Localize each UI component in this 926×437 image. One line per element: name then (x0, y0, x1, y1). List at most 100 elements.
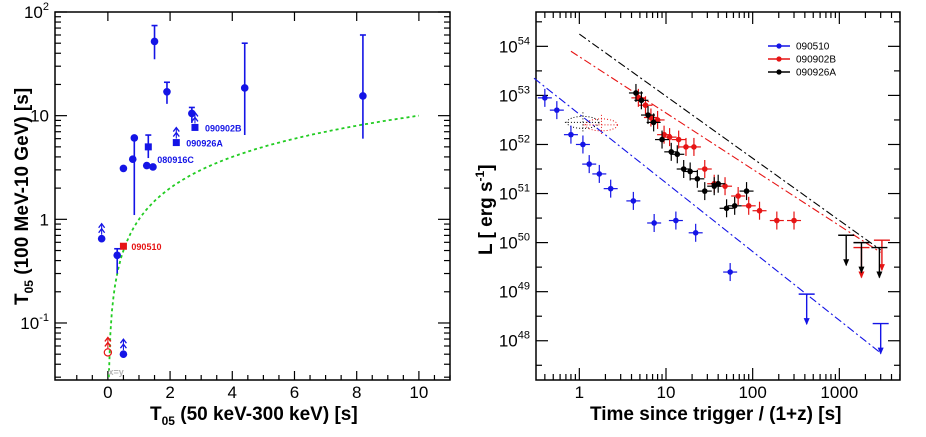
right-x-ticks: 1 10 100 1000 (544, 12, 901, 402)
legend-marker-090902B (776, 56, 782, 62)
right-point-090926A (650, 119, 657, 126)
right-plot-frame (535, 11, 901, 381)
right-dotted-regions (564, 112, 620, 135)
right-fit-line-090902B (570, 50, 881, 253)
right-point-090510 (580, 141, 586, 148)
right-x-tick-label: 10 (657, 383, 676, 402)
right-point-090510 (542, 95, 548, 101)
right-point-090902B (661, 131, 667, 138)
right-point-090926A (668, 149, 675, 155)
right-point-090902B (691, 144, 697, 150)
legend-label-090926A: 090926A (796, 68, 836, 79)
left-x-tick-label: 0 (103, 383, 112, 402)
right-y-tick-label: 1051 (499, 183, 530, 204)
left-point-square (144, 143, 152, 151)
right-point-090926A (659, 136, 665, 143)
left-point-lower-limit-arrow (172, 126, 180, 132)
right-point-090510 (630, 198, 637, 204)
left-diagonal-label: x=y (108, 367, 123, 377)
right-point-090510 (554, 107, 560, 113)
left-plot-frame (54, 11, 451, 381)
right-y-tick-label: 1050 (499, 232, 530, 253)
left-x-axis-label: T05 (50 keV-300 keV) [s] (150, 404, 358, 428)
right-point-090510 (727, 269, 733, 275)
right-y-tick-label: 1054 (499, 35, 530, 56)
right-point-090902B (642, 102, 649, 109)
legend-marker-090510 (776, 43, 782, 49)
right-point-090510 (651, 220, 657, 226)
right-upper-limit-arrow-090902B (858, 271, 865, 279)
legend-label-090510: 090510 (796, 42, 830, 53)
right-upper-limit-arrow-090926A (858, 266, 865, 274)
left-y-tick-label: 1 (40, 210, 49, 229)
right-point-090926A (701, 188, 708, 194)
right-upper-limit-arrow-090926A (876, 271, 883, 279)
right-point-090926A (743, 188, 750, 194)
right-point-090926A (638, 97, 645, 104)
right-point-090902B (675, 136, 682, 143)
left-x-tick-label: 8 (352, 383, 361, 402)
right-point-090926A (674, 151, 681, 158)
legend-label-090902B: 090902B (796, 55, 836, 66)
right-point-090926A (680, 166, 687, 172)
right-upper-limit-arrow-090510 (803, 318, 810, 326)
left-point-label: 090926A (186, 139, 223, 149)
right-x-tick-label: 1 (575, 383, 584, 402)
right-point-090510 (607, 185, 614, 192)
right-point-090926A (723, 205, 730, 212)
left-x-ticks: 0 2 4 6 8 10 (76, 12, 451, 402)
right-fit-lines (533, 33, 882, 354)
left-point-open-circle (103, 348, 113, 357)
right-point-090902B (701, 166, 708, 172)
left-x-tick-label: 10 (409, 383, 428, 402)
left-point-circle (119, 350, 128, 358)
left-point-circle (113, 251, 122, 260)
right-point-090510 (568, 131, 574, 138)
right-point-090926A (694, 176, 701, 182)
left-y-axis-label: T05 (100 MeV-10 GeV) [s] (12, 88, 36, 305)
right-point-090926A (731, 203, 738, 209)
right-fit-line-090510 (533, 77, 882, 354)
left-point-square (172, 139, 180, 147)
left-point-square (191, 123, 199, 131)
right-point-090902B (666, 134, 673, 140)
right-upper-limit-arrow-090510 (877, 347, 884, 355)
left-point-circle (163, 87, 171, 96)
right-point-090510 (673, 217, 679, 224)
left-x-tick-label: 2 (165, 383, 174, 402)
right-y-ticks: 1048 1049 1050 1051 1052 1053 1054 (499, 21, 900, 366)
right-y-tick-label: 1053 (499, 84, 530, 105)
right-point-090510 (692, 230, 699, 236)
right-point-090926A (687, 168, 693, 175)
left-point-circle (142, 161, 151, 170)
right-point-090902B (774, 217, 780, 224)
right-upper-limit-arrow-090926A (843, 259, 850, 267)
left-point-square (119, 242, 127, 250)
left-point-label: 090902B (205, 123, 242, 133)
legend-marker-090926A (776, 69, 782, 75)
right-point-090902B (791, 217, 797, 224)
left-panel-duration-plot: 0 2 4 6 8 10 10-1 1 10 102 x=y 090510 090902B 0909… (12, 1, 451, 428)
left-point-circle (240, 84, 249, 92)
left-point-lower-limit-arrow (98, 222, 106, 229)
right-y-tick-label: 1052 (499, 133, 530, 154)
left-points: 090510 090902B 090926A 080916C (97, 24, 367, 358)
left-diagonal-curve (107, 114, 420, 378)
right-point-090902B (722, 183, 728, 189)
right-point-090926A (645, 112, 651, 118)
left-x-tick-label: 6 (290, 383, 299, 402)
left-point-label: 080916C (157, 155, 194, 165)
right-point-090902B (735, 193, 741, 199)
left-x-tick-label: 4 (228, 383, 237, 402)
right-point-090902B (683, 144, 689, 150)
left-point-circle (359, 92, 367, 100)
right-point-090926A (715, 180, 721, 187)
left-point-circle (119, 164, 128, 173)
left-point-circle (130, 134, 139, 142)
right-point-090902B (756, 207, 763, 214)
right-points (537, 83, 890, 355)
right-y-axis-label: L [ erg s-1] (473, 164, 497, 255)
left-point-circle (149, 163, 157, 171)
right-x-tick-label: 100 (738, 383, 766, 402)
